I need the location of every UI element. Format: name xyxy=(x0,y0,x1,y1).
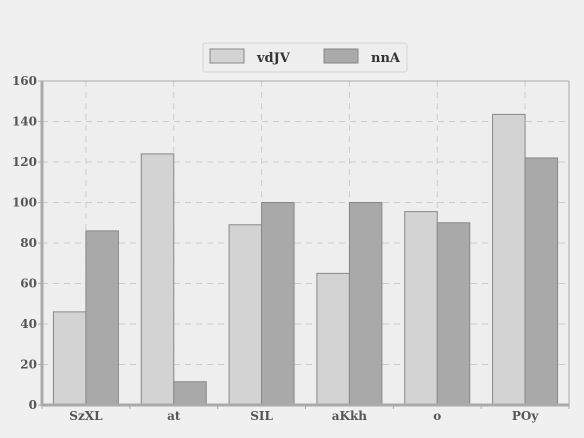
x-tick-label: at xyxy=(167,409,181,423)
legend-swatch-nna xyxy=(323,48,359,64)
y-tick-label: 160 xyxy=(12,74,37,88)
x-tick-label: aKkh xyxy=(332,409,368,423)
bar-vdjv-akkh xyxy=(316,272,350,406)
x-tick-label: POy xyxy=(512,409,539,423)
bar-nna-poy xyxy=(524,157,559,406)
y-tick-label: 0 xyxy=(29,398,37,412)
legend-label-vdjv: vdJV xyxy=(256,51,291,66)
bar-nna-o xyxy=(436,222,471,406)
y-tick-label: 20 xyxy=(20,358,37,372)
y-tick-label: 40 xyxy=(20,317,37,331)
bar-vdjv-szxl xyxy=(52,311,87,406)
bar-nna-at xyxy=(173,381,207,406)
bar-nna-sil xyxy=(261,202,295,406)
x-tick-label: SIL xyxy=(250,409,273,423)
bar-vdjv-poy xyxy=(492,113,526,406)
legend-label-nna: nnA xyxy=(371,51,401,66)
bar-vdjv-o xyxy=(404,211,438,406)
plot-area xyxy=(42,81,569,405)
bar-vdjv-at xyxy=(140,153,175,406)
y-tick-label: 120 xyxy=(12,155,37,169)
y-tick-label: 100 xyxy=(12,196,37,210)
y-tick-label: 60 xyxy=(20,277,37,291)
bar-nna-akkh xyxy=(348,202,383,406)
x-tick-label: SzXL xyxy=(69,409,103,423)
legend-swatch-vdjv xyxy=(209,48,245,64)
legend: vdJV nnA xyxy=(202,42,408,73)
bar-vdjv-sil xyxy=(228,224,263,406)
y-tick-label: 80 xyxy=(20,236,37,250)
x-tick-label: o xyxy=(433,409,441,423)
bar-nna-szxl xyxy=(85,230,119,406)
y-tick-label: 140 xyxy=(12,115,37,129)
